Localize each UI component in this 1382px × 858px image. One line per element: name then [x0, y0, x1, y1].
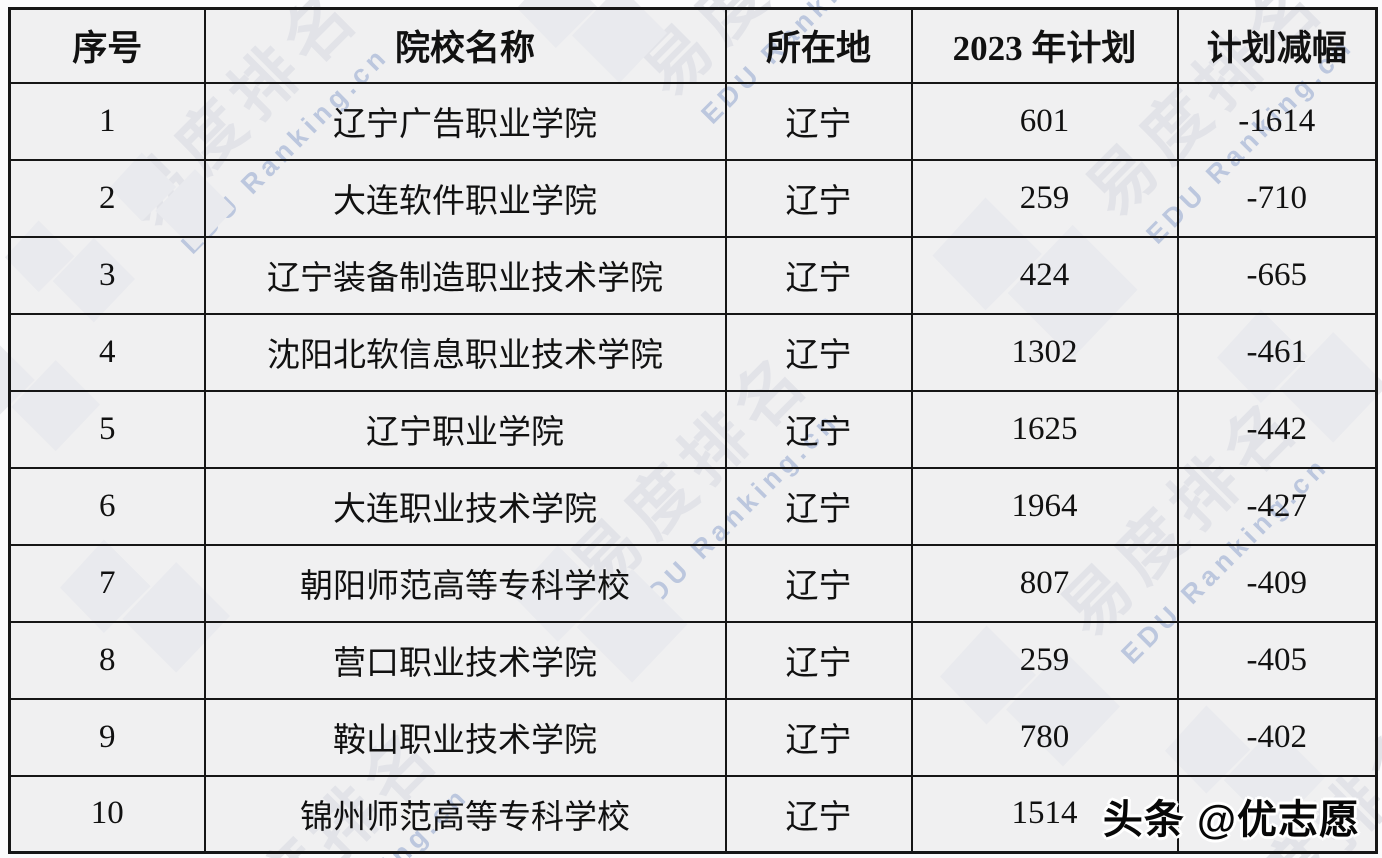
table-row: 4 沈阳北软信息职业技术学院 辽宁 1302 -461 [8, 312, 1378, 392]
table-header: 序号 院校名称 所在地 2023 年计划 计划减幅 [8, 7, 1378, 84]
cell-school-name: 鞍山职业技术学院 [203, 697, 727, 777]
cell-row-no: 3 [8, 235, 206, 315]
toutiao-stamp: 头条 @优志愿 [1102, 798, 1360, 842]
column-header-plan-2023: 2023 年计划 [910, 7, 1179, 84]
cell-province: 辽宁 [724, 81, 913, 161]
cell-row-no: 10 [8, 774, 206, 854]
cell-plan-reduction: -409 [1176, 543, 1378, 623]
cell-plan-reduction: -1614 [1176, 81, 1378, 161]
table-body: 1 辽宁广告职业学院 辽宁 601 -1614 2 大连软件职业学院 辽宁 259 -710 3 辽宁… [8, 81, 1378, 854]
cell-row-no: 4 [8, 312, 206, 392]
cell-school-name: 大连软件职业学院 [203, 158, 727, 238]
table-row: 3 辽宁装备制造职业技术学院 辽宁 424 -665 [8, 235, 1378, 315]
cell-school-name: 大连职业技术学院 [203, 466, 727, 546]
table-row: 6 大连职业技术学院 辽宁 1964 -427 [8, 466, 1378, 546]
column-header-plan-reduction: 计划减幅 [1176, 7, 1378, 84]
cell-plan-2023: 1964 [910, 466, 1179, 546]
table-row: 5 辽宁职业学院 辽宁 1625 -442 [8, 389, 1378, 469]
cell-school-name: 锦州师范高等专科学校 [203, 774, 727, 854]
cell-school-name: 沈阳北软信息职业技术学院 [203, 312, 727, 392]
cell-row-no: 1 [8, 81, 206, 161]
table-row: 2 大连软件职业学院 辽宁 259 -710 [8, 158, 1378, 238]
column-header-province: 所在地 [724, 7, 913, 84]
cell-plan-2023: 259 [910, 158, 1179, 238]
cell-plan-2023: 1514 [910, 774, 1179, 854]
cell-plan-2023: 1625 [910, 389, 1179, 469]
cell-plan-2023: 259 [910, 620, 1179, 700]
cell-school-name: 朝阳师范高等专科学校 [203, 543, 727, 623]
column-header-no: 序号 [8, 7, 206, 84]
cell-plan-reduction: -710 [1176, 158, 1378, 238]
cell-plan-reduction: -405 [1176, 620, 1378, 700]
cell-plan-reduction: -402 [1176, 697, 1378, 777]
cell-plan-2023: 1302 [910, 312, 1179, 392]
cell-province: 辽宁 [724, 697, 913, 777]
cell-plan-2023: 424 [910, 235, 1179, 315]
enrollment-plan-table: 序号 院校名称 所在地 2023 年计划 计划减幅 1 辽宁广告职业学院 辽宁 601… [8, 7, 1378, 854]
cell-plan-2023: 601 [910, 81, 1179, 161]
header-row: 序号 院校名称 所在地 2023 年计划 计划减幅 [8, 7, 1378, 84]
cell-row-no: 7 [8, 543, 206, 623]
cell-row-no: 6 [8, 466, 206, 546]
cell-row-no: 5 [8, 389, 206, 469]
cell-row-no: 9 [8, 697, 206, 777]
cell-plan-reduction: -442 [1176, 389, 1378, 469]
cell-plan-reduction: -461 [1176, 312, 1378, 392]
cell-province: 辽宁 [724, 235, 913, 315]
cell-school-name: 辽宁广告职业学院 [203, 81, 727, 161]
cell-school-name: 营口职业技术学院 [203, 620, 727, 700]
table-row: 8 营口职业技术学院 辽宁 259 -405 [8, 620, 1378, 700]
cell-plan-2023: 807 [910, 543, 1179, 623]
table-row: 9 鞍山职业技术学院 辽宁 780 -402 [8, 697, 1378, 777]
cell-province: 辽宁 [724, 774, 913, 854]
cell-school-name: 辽宁装备制造职业技术学院 [203, 235, 727, 315]
column-header-school-name: 院校名称 [203, 7, 727, 84]
cell-province: 辽宁 [724, 620, 913, 700]
cell-plan-reduction: -427 [1176, 466, 1378, 546]
table-row: 1 辽宁广告职业学院 辽宁 601 -1614 [8, 81, 1378, 161]
cell-plan-reduction: -665 [1176, 235, 1378, 315]
cell-row-no: 8 [8, 620, 206, 700]
cell-province: 辽宁 [724, 312, 913, 392]
table-row: 7 朝阳师范高等专科学校 辽宁 807 -409 [8, 543, 1378, 623]
cell-province: 辽宁 [724, 466, 913, 546]
cell-plan-2023: 780 [910, 697, 1179, 777]
cell-school-name: 辽宁职业学院 [203, 389, 727, 469]
cell-province: 辽宁 [724, 543, 913, 623]
cell-province: 辽宁 [724, 158, 913, 238]
cell-province: 辽宁 [724, 389, 913, 469]
cell-row-no: 2 [8, 158, 206, 238]
table-row: 10 锦州师范高等专科学校 辽宁 1514 [8, 774, 1378, 854]
